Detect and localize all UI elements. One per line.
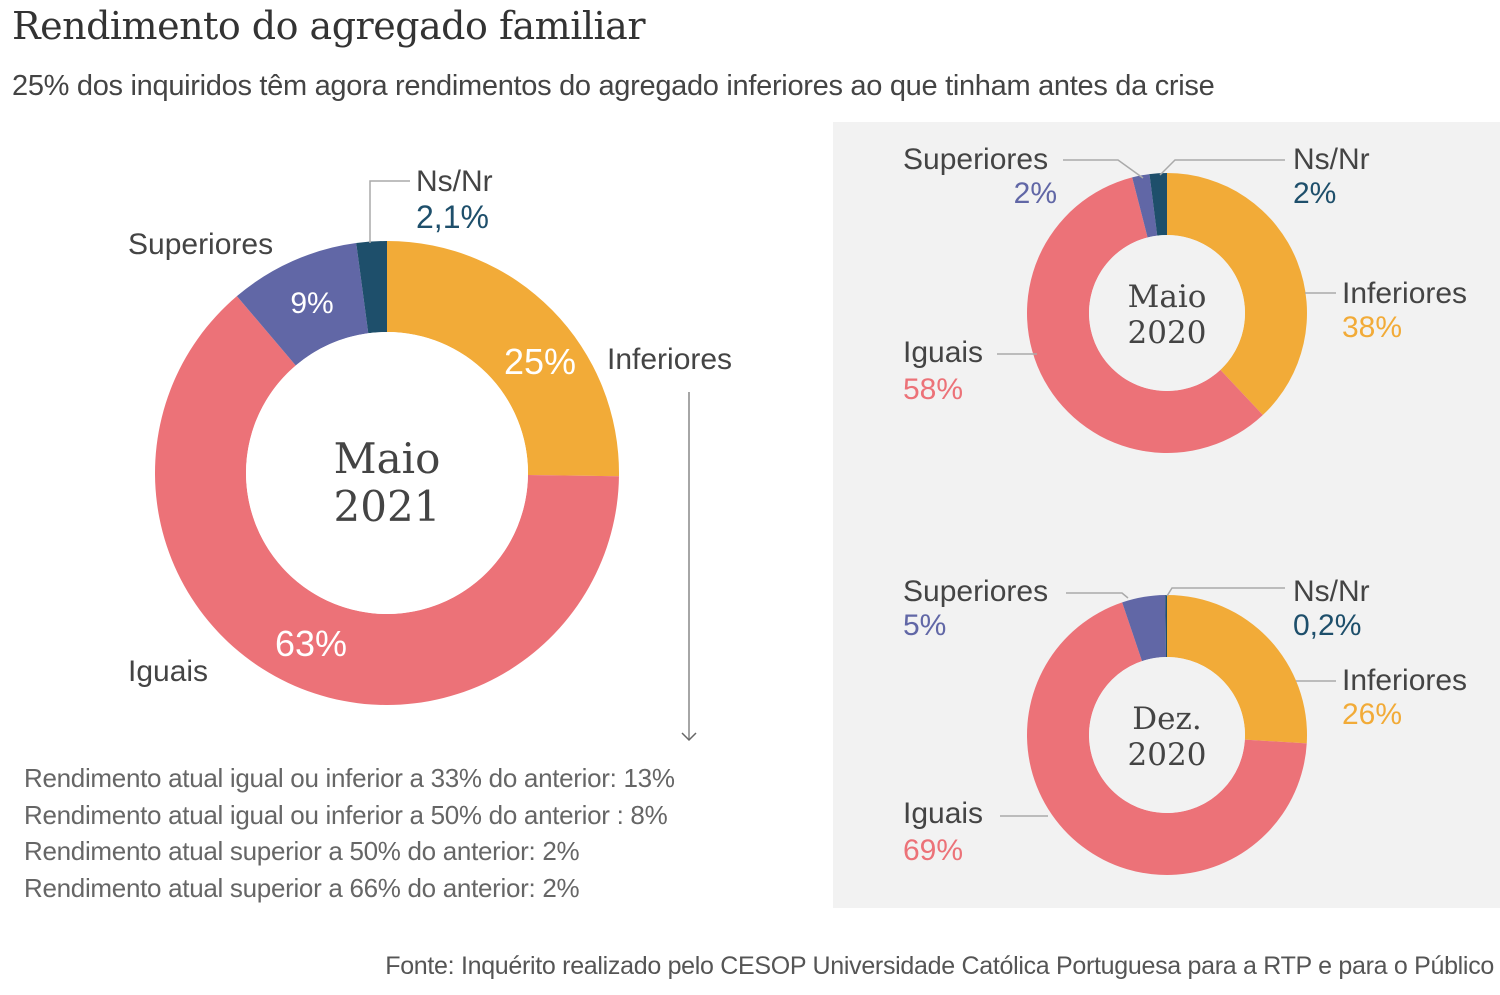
- slice-inferiores: [387, 241, 619, 477]
- breakdown-note: Rendimento atual superior a 66% do anter…: [24, 872, 580, 903]
- category-label-ns-nr: Ns/Nr: [416, 165, 493, 198]
- leader-line-superiores: [1063, 159, 1144, 179]
- leader-line-ns-nr: [369, 180, 410, 243]
- center-label: 2021: [334, 482, 441, 531]
- leader-line-ns-nr: [1159, 159, 1285, 176]
- slice-ns-nr: [1149, 173, 1167, 236]
- center-label: Maio: [334, 434, 441, 483]
- slice-iguais: [1027, 602, 1307, 875]
- category-label-inferiores: Inferiores: [1342, 277, 1467, 310]
- source-note: Fonte: Inquérito realizado pelo CESOP Un…: [385, 952, 1494, 980]
- value-label-inferiores: 25%: [504, 341, 576, 382]
- slice-ns-nr: [356, 241, 387, 334]
- category-label-iguais: Iguais: [128, 655, 208, 688]
- breakdown-note: Rendimento atual igual ou inferior a 33%…: [24, 763, 675, 793]
- value-label-iguais: 63%: [275, 623, 347, 664]
- value-label-inferiores: 26%: [1342, 698, 1402, 731]
- value-label-superiores: 5%: [903, 609, 946, 642]
- value-label-ns-nr: 2%: [1293, 177, 1336, 210]
- value-label-iguais: 58%: [903, 373, 963, 406]
- category-label-inferiores: Inferiores: [607, 343, 732, 376]
- category-label-iguais: Iguais: [903, 797, 983, 830]
- leader-line-superiores: [1066, 592, 1129, 599]
- donut-hole: [1089, 235, 1245, 391]
- category-label-ns-nr: Ns/Nr: [1293, 143, 1370, 176]
- value-label-ns-nr: 0,2%: [1293, 609, 1361, 642]
- chart-title: Rendimento do agregado familiar: [12, 4, 646, 48]
- slice-iguais: [1026, 177, 1263, 454]
- slice-ns-nr: [1165, 595, 1167, 658]
- category-label-superiores: Superiores: [903, 143, 1048, 176]
- category-label-iguais: Iguais: [903, 336, 983, 369]
- category-label-inferiores: Inferiores: [1342, 664, 1467, 697]
- center-label: Dez.: [1132, 701, 1201, 737]
- category-label-ns-nr: Ns/Nr: [1293, 575, 1370, 608]
- donut-maio-2020: Maio2020Superiores2%Ns/Nr2%Inferiores38%…: [903, 143, 1467, 454]
- category-label-superiores: Superiores: [903, 575, 1048, 608]
- donut-hole: [246, 332, 528, 614]
- breakdown-note: Rendimento atual igual ou inferior a 50%…: [24, 799, 668, 830]
- value-label-iguais: 69%: [903, 834, 963, 867]
- breakdown-note: Rendimento atual superior a 50% do anter…: [24, 836, 580, 866]
- center-label: 2020: [1128, 737, 1207, 773]
- center-label: 2020: [1128, 315, 1207, 351]
- arrow-down-icon: [681, 732, 697, 742]
- category-label-superiores: Superiores: [128, 228, 273, 261]
- center-label: Maio: [1128, 279, 1207, 315]
- slice-inferiores: [1167, 595, 1307, 744]
- chart-subtitle: 25% dos inquiridos têm agora rendimentos…: [12, 70, 1215, 102]
- breakdown-notes: Rendimento atual igual ou inferior a 33%…: [24, 760, 675, 906]
- donut-hole: [1089, 657, 1245, 813]
- slice-superiores: [236, 243, 369, 366]
- slice-inferiores: [1167, 173, 1307, 416]
- value-label-ns-nr: 2,1%: [416, 199, 489, 235]
- value-label-superiores: 9%: [290, 287, 333, 320]
- slice-iguais: [154, 296, 619, 705]
- value-label-superiores: 2%: [1014, 177, 1057, 210]
- slice-superiores: [1122, 595, 1167, 662]
- value-label-inferiores: 38%: [1342, 311, 1402, 344]
- leader-line-ns-nr: [1166, 587, 1285, 597]
- slice-superiores: [1132, 174, 1158, 238]
